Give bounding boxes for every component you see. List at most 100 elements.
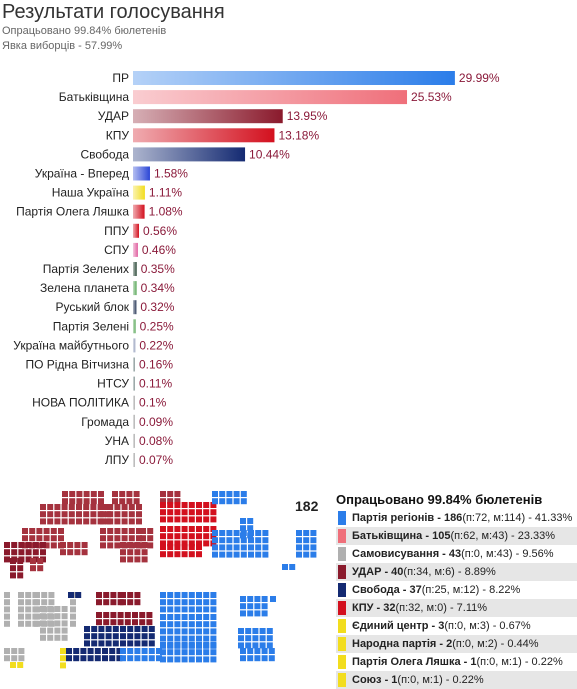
seat (240, 603, 246, 610)
legend-party-name: Свобода - 37 (352, 584, 422, 596)
seat (112, 640, 119, 647)
seat (34, 599, 40, 606)
seat (262, 544, 269, 551)
seat (114, 511, 121, 518)
bar-label: ЛПУ (105, 453, 130, 467)
seat (212, 544, 218, 551)
seat (210, 642, 217, 648)
seat (252, 642, 259, 649)
seat (160, 635, 166, 642)
seat (181, 516, 188, 523)
bar-label: НТСУ (97, 377, 129, 391)
seat (181, 526, 188, 532)
seat (121, 518, 128, 525)
legend-swatch (338, 637, 346, 651)
bar (133, 185, 145, 200)
seat (174, 491, 181, 497)
seat (240, 525, 246, 532)
seat (107, 518, 114, 525)
seat (100, 528, 106, 534)
seat (310, 551, 317, 558)
seat (126, 491, 133, 497)
seat (188, 621, 195, 628)
seat (174, 502, 181, 508)
seat (76, 504, 82, 510)
seat (196, 516, 202, 523)
seat (174, 533, 181, 540)
seat (181, 502, 188, 508)
seat (54, 627, 61, 634)
seat (240, 596, 246, 602)
seat (210, 628, 217, 635)
seat (4, 592, 10, 598)
seat (114, 535, 121, 542)
seat (181, 540, 188, 547)
seat (100, 504, 106, 510)
seat (120, 599, 126, 606)
seat (167, 642, 174, 648)
seat (54, 606, 61, 612)
seat (174, 649, 181, 656)
seat (160, 614, 166, 620)
legend-detail: (п:25, м:12) - 8.22% (421, 584, 521, 596)
seat (90, 518, 97, 525)
seat (40, 620, 46, 627)
seat (141, 626, 148, 632)
seat (203, 502, 210, 508)
seat (196, 606, 202, 613)
seat (61, 606, 68, 612)
seat (247, 525, 254, 532)
bar-label: Громада (81, 415, 129, 429)
seat (100, 518, 106, 525)
legend-party-name: Батьківщина - 105 (352, 530, 451, 542)
seat (167, 544, 174, 550)
legend-detail: (п:62, м:43) - 23.33% (450, 530, 556, 542)
seat (160, 599, 166, 606)
seat (70, 620, 76, 627)
seat (210, 502, 217, 508)
seat (203, 628, 210, 635)
bar-value-label: 0.46% (142, 243, 176, 257)
seat (303, 530, 310, 536)
seat (196, 509, 202, 516)
seat (54, 511, 61, 518)
seat (54, 620, 61, 627)
seat (212, 491, 218, 497)
bar-value-label: 10.44% (249, 147, 290, 161)
bar-value-label: 0.25% (140, 319, 174, 333)
bar-label: Наша Україна (52, 186, 130, 200)
bar-label: УДАР (98, 109, 129, 123)
seat (240, 610, 246, 617)
seat (75, 592, 82, 598)
seat (203, 533, 210, 540)
seat (54, 504, 61, 510)
seat (34, 613, 40, 620)
seat (47, 620, 54, 627)
seat (61, 627, 68, 634)
legend-item: Свобода - 37 (п:25, м:12) - 8.22% (336, 581, 577, 599)
seat (98, 640, 105, 647)
seat (32, 542, 39, 548)
bar (133, 281, 137, 296)
seat (266, 628, 273, 634)
seat (160, 649, 166, 656)
seat (240, 544, 247, 551)
seat (80, 655, 87, 662)
seat (255, 530, 262, 536)
seat (148, 648, 155, 654)
seat (203, 540, 210, 547)
seat (32, 549, 39, 556)
seat (296, 537, 302, 544)
seat (196, 540, 202, 547)
seat (40, 542, 46, 548)
bar-value-label: 0.56% (143, 224, 177, 238)
seat (156, 648, 162, 654)
seat (181, 621, 188, 628)
bar-label: Батьківщина (59, 90, 130, 104)
turnout-text: Явка виборців - 57.99% (2, 40, 123, 52)
seat (174, 509, 181, 516)
seat (210, 509, 217, 516)
seat (196, 628, 202, 635)
seat (103, 612, 110, 618)
bar (133, 128, 275, 143)
